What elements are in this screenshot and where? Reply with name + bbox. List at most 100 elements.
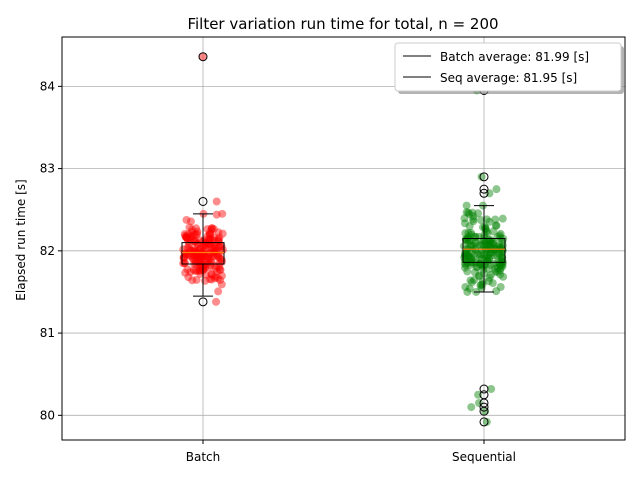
data-point [480, 251, 489, 260]
data-point [485, 273, 494, 282]
data-point [499, 272, 508, 281]
data-point [493, 263, 502, 272]
data-point [467, 278, 476, 287]
data-point [209, 224, 218, 233]
data-point [466, 253, 475, 262]
data-point [486, 248, 495, 257]
outlier-point [198, 52, 208, 62]
data-point [481, 225, 490, 234]
data-point [192, 249, 201, 258]
data-point [210, 247, 219, 256]
data-point [491, 215, 500, 224]
data-point [207, 244, 216, 253]
data-point [460, 214, 469, 223]
data-point [195, 261, 204, 270]
data-point [205, 230, 214, 239]
data-point [211, 246, 220, 255]
data-point [195, 253, 204, 262]
data-point [461, 260, 470, 269]
data-point [491, 244, 500, 253]
data-point [478, 262, 487, 271]
data-point [492, 287, 501, 296]
data-point [200, 252, 209, 261]
data-point [469, 217, 478, 226]
data-point [485, 254, 494, 263]
data-point [198, 263, 207, 272]
data-point [483, 240, 492, 249]
data-point [475, 398, 484, 407]
data-point [476, 241, 485, 250]
data-point [464, 252, 473, 261]
axes-layer: 80 81 82 83 84 Batch Sequential [40, 36, 626, 464]
y-tick-label: 80 [40, 408, 55, 422]
data-point [196, 255, 205, 264]
data-point [191, 238, 200, 247]
data-point [476, 216, 485, 225]
data-point [486, 270, 495, 279]
data-point [215, 233, 224, 242]
data-point [197, 263, 206, 272]
data-point [207, 258, 216, 267]
data-point [183, 265, 192, 274]
data-point [466, 260, 475, 269]
data-point [488, 248, 497, 257]
data-point [181, 268, 190, 277]
data-point [497, 261, 506, 270]
data-point [480, 222, 489, 231]
data-point [191, 251, 200, 260]
data-point [193, 267, 202, 276]
data-point [206, 230, 215, 239]
data-point [489, 239, 498, 248]
data-point [460, 242, 469, 251]
data-point [200, 249, 209, 258]
data-point [466, 241, 475, 250]
data-point [212, 210, 221, 219]
chart-title: Filter variation run time for total, n =… [187, 15, 498, 33]
data-point [461, 282, 470, 291]
data-point [215, 265, 224, 274]
data-point [476, 250, 485, 259]
data-point [191, 259, 200, 268]
data-point [205, 239, 214, 248]
data-point [496, 252, 505, 261]
data-point [496, 270, 505, 279]
data-point [496, 264, 505, 273]
data-point [482, 215, 491, 224]
data-point [215, 241, 224, 250]
outlier-point [479, 184, 489, 194]
data-point [214, 237, 223, 246]
data-point [188, 232, 197, 241]
data-point [481, 238, 490, 247]
data-point [213, 252, 222, 261]
data-point [467, 229, 476, 238]
data-point [193, 239, 202, 248]
data-point [462, 208, 471, 217]
data-point [477, 172, 486, 181]
data-point [218, 245, 227, 254]
data-point [186, 217, 195, 226]
data-point [465, 284, 474, 293]
data-point [487, 238, 496, 247]
data-point [215, 242, 224, 251]
data-point [199, 242, 208, 251]
data-point [183, 251, 192, 260]
data-point [186, 247, 195, 256]
data-point [218, 209, 227, 218]
data-point [201, 270, 210, 279]
data-point [482, 251, 491, 260]
data-point [474, 250, 483, 259]
data-point [488, 279, 497, 288]
data-point [190, 230, 199, 239]
data-point [493, 267, 502, 276]
data-point [484, 264, 493, 273]
data-point [498, 253, 507, 262]
data-point [190, 247, 199, 256]
x-tick-label: Sequential [452, 450, 516, 464]
data-point [196, 257, 205, 266]
data-point [471, 233, 480, 242]
data-point [205, 249, 214, 258]
data-point [190, 251, 199, 260]
data-point [485, 217, 494, 226]
data-point [179, 259, 188, 268]
data-point [489, 227, 498, 236]
